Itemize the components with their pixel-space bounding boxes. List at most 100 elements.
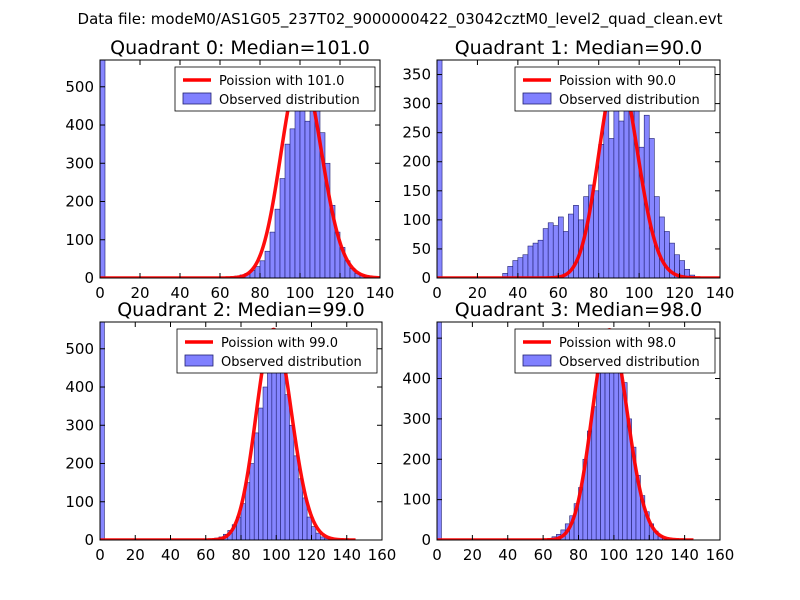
histogram-bar (618, 120, 625, 278)
y-tick-label: 300 (65, 154, 94, 172)
y-tick-label: 0 (421, 269, 431, 287)
x-tick-label: 40 (498, 546, 517, 564)
x-tick-label: 120 (665, 284, 694, 302)
histogram-bar (264, 250, 271, 278)
y-tick-label: 300 (65, 416, 94, 434)
x-tick-label: 60 (534, 546, 553, 564)
histogram-bar (306, 516, 312, 540)
histogram-bar (262, 386, 268, 540)
axes-frame (99, 59, 381, 279)
histogram-bar (563, 231, 569, 278)
panel-quadrant-2: 0 20 40 60 80 100 120 140 160 0 100 200 300 400 500 Qua… (65, 299, 396, 564)
x-tick-label: 60 (196, 546, 215, 564)
panel-title: Quadrant 3: Median=98.0 (455, 299, 703, 321)
panel-title: Quadrant 1: Median=90.0 (455, 37, 703, 59)
y-tick-label: 100 (402, 491, 431, 509)
x-tick-label: 0 (95, 546, 105, 564)
histogram-bar (522, 254, 529, 278)
histogram-bar (289, 128, 296, 278)
histogram-bar (659, 216, 665, 278)
x-tick-label: 100 (600, 546, 629, 564)
panels: 0 20 40 60 80 100 120 1400100200300400500Quadra… (65, 37, 734, 564)
x-tick-label: 80 (250, 284, 269, 302)
histogram-bar (613, 349, 619, 540)
plot-area (437, 322, 695, 540)
histogram-bar (311, 526, 317, 540)
histogram-bar (527, 245, 534, 278)
legend: Poission with 98.0 Observed distribution (514, 328, 716, 374)
poisson-fit-line (437, 67, 720, 278)
y-tick-label: 300 (402, 95, 431, 113)
legend: Poission with 99.0 Observed distribution (176, 328, 378, 374)
legend-fit-label: Poission with 90.0 (559, 74, 676, 89)
y-tick-label: 200 (402, 153, 431, 171)
legend-fit-label: Poission with 101.0 (219, 74, 344, 89)
x-tick-label: 40 (161, 546, 180, 564)
histogram-bar (593, 190, 600, 278)
y-tick-label: 250 (402, 124, 431, 142)
legend-observed-swatch (522, 354, 552, 367)
histogram-bar (595, 370, 601, 540)
histogram-bar (293, 455, 299, 540)
x-tick-label: 40 (508, 284, 527, 302)
legend: Poission with 90.0 Observed distribution (514, 66, 716, 112)
panel-title: Quadrant 2: Median=99.0 (117, 299, 365, 321)
histogram-bar (608, 138, 615, 278)
histogram-bar (254, 266, 261, 278)
histogram-bar (648, 138, 655, 278)
histogram-bar (267, 359, 273, 540)
legend-observed-swatch (522, 92, 552, 105)
figure-title: Data file: modeM0/AS1G05_237T02_90000004… (78, 10, 723, 29)
histogram-bar (557, 216, 564, 278)
histogram-bar (600, 353, 606, 540)
legend-observed-label: Observed distribution (219, 93, 360, 108)
histogram-bar (275, 344, 281, 540)
y-tick-label: 100 (402, 211, 431, 229)
histogram-bar (512, 260, 519, 278)
histogram-bar (437, 60, 443, 278)
y-tick-label: 0 (84, 531, 94, 549)
x-tick-label: 80 (569, 546, 588, 564)
x-tick-label: 160 (368, 546, 397, 564)
x-tick-label: 140 (332, 546, 361, 564)
y-tick-label: 500 (65, 340, 94, 358)
poisson-fit-line (100, 327, 357, 540)
legend-observed-swatch (184, 354, 214, 367)
x-tick-label: 100 (262, 546, 291, 564)
y-tick-label: 100 (65, 231, 94, 249)
poisson-fit-line (100, 67, 380, 278)
histogram-bar (547, 222, 554, 278)
histogram-bar (598, 143, 605, 278)
histogram-bar (289, 424, 295, 540)
histogram-bar (259, 260, 266, 278)
x-tick-label: 100 (286, 284, 315, 302)
histogram-bar (280, 367, 286, 540)
legend-observed-label: Observed distribution (559, 93, 700, 108)
histogram-bar (537, 239, 544, 278)
histogram-bar (552, 225, 559, 278)
x-tick-label: 140 (366, 284, 395, 302)
histogram-bar (542, 228, 549, 278)
y-tick-label: 200 (65, 193, 94, 211)
histogram-bar (609, 345, 615, 540)
histogram-bar (304, 120, 311, 278)
y-tick-label: 400 (65, 378, 94, 396)
x-tick-label: 120 (635, 546, 664, 564)
y-tick-label: 100 (65, 493, 94, 511)
x-tick-label: 120 (297, 546, 326, 564)
plot-area (100, 322, 357, 540)
panel-quadrant-1: 0 20 40 60 80 100 120 140 0 50 100 150 200 250 300 350 Q… (402, 37, 734, 302)
histogram-bar (279, 178, 286, 278)
x-tick-label: 60 (210, 284, 229, 302)
histogram-bar (258, 407, 264, 540)
legend-fit-label: Poission with 98.0 (559, 336, 676, 351)
histogram-bar (249, 463, 255, 540)
y-tick-label: 500 (65, 78, 94, 96)
panel-quadrant-0: 0 20 40 60 80 100 120 140 0 100 200 300 400 500 Quadra… (65, 37, 394, 302)
histogram-bar (274, 208, 281, 278)
x-tick-label: 140 (670, 546, 699, 564)
histogram-bar (284, 143, 291, 278)
y-tick-label: 200 (402, 450, 431, 468)
histogram-bar (315, 532, 321, 540)
